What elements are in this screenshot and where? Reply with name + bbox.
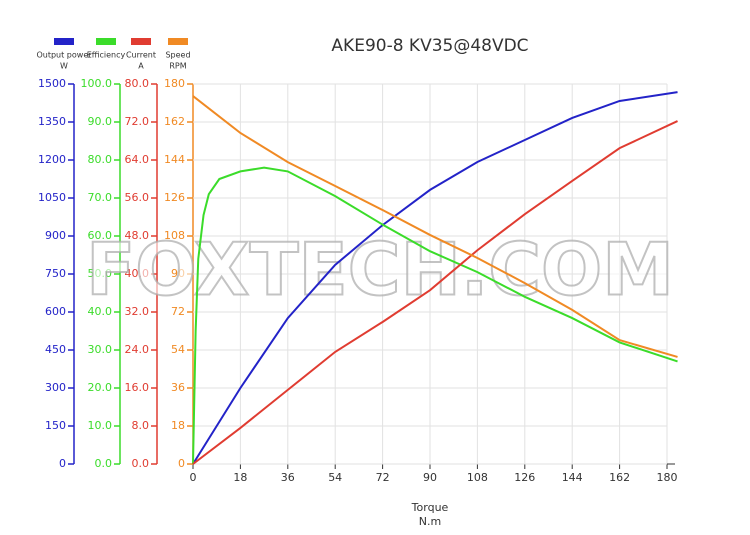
x-tick-label: 0 <box>190 471 197 484</box>
y-tick-label: 126 <box>164 191 185 204</box>
legend-unit: A <box>138 62 144 71</box>
y-tick-label: 90 <box>171 267 185 280</box>
y-tick-label: 20.0 <box>88 381 113 394</box>
legend-unit: RPM <box>169 62 186 71</box>
legend-swatch <box>131 38 151 45</box>
x-tick-label: 126 <box>514 471 535 484</box>
legend-label: Output power <box>36 51 92 60</box>
legend-swatch <box>96 38 116 45</box>
y-tick-label: 50.0 <box>88 267 113 280</box>
y-tick-label: 70.0 <box>88 191 113 204</box>
y-tick-label: 60.0 <box>88 229 113 242</box>
y-tick-label: 300 <box>45 381 66 394</box>
legend-unit: W <box>60 62 68 71</box>
y-tick-label: 600 <box>45 305 66 318</box>
y-tick-label: 0 <box>59 457 66 470</box>
watermark: FOXTECH.COM <box>86 228 674 312</box>
x-tick-label: 36 <box>281 471 295 484</box>
series-line <box>192 91 678 465</box>
legend-label: Speed <box>165 51 190 60</box>
y-tick-label: 0.0 <box>95 457 113 470</box>
y-tick-label: 144 <box>164 153 185 166</box>
x-tick-label: 54 <box>328 471 342 484</box>
x-axis-label: Torque <box>411 501 449 514</box>
legend-swatch <box>168 38 188 45</box>
y-tick-label: 80.0 <box>125 77 150 90</box>
y-tick-label: 90.0 <box>88 115 113 128</box>
y-tick-label: 72.0 <box>125 115 150 128</box>
x-tick-label: 180 <box>657 471 678 484</box>
x-tick-label: 72 <box>376 471 390 484</box>
chart-title: AKE90-8 KV35@48VDC <box>331 36 528 56</box>
series-line <box>192 120 678 465</box>
y-tick-label: 100.0 <box>81 77 113 90</box>
y-tick-label: 450 <box>45 343 66 356</box>
y-tick-label: 750 <box>45 267 66 280</box>
y-tick-label: 64.0 <box>125 153 150 166</box>
series-line <box>192 166 678 465</box>
y-tick-label: 108 <box>164 229 185 242</box>
y-tick-label: 54 <box>171 343 185 356</box>
y-tick-label: 8.0 <box>132 419 150 432</box>
y-tick-label: 48.0 <box>125 229 150 242</box>
legend-label: Efficiency <box>87 51 126 60</box>
x-tick-label: 162 <box>609 471 630 484</box>
y-tick-label: 24.0 <box>125 343 150 356</box>
legend-swatch <box>54 38 74 45</box>
y-tick-label: 0 <box>178 457 185 470</box>
y-tick-label: 56.0 <box>125 191 150 204</box>
y-tick-label: 72 <box>171 305 185 318</box>
y-tick-label: 180 <box>164 77 185 90</box>
y-tick-label: 40.0 <box>125 267 150 280</box>
x-tick-label: 18 <box>233 471 247 484</box>
y-tick-label: 1350 <box>38 115 66 128</box>
y-tick-label: 1050 <box>38 191 66 204</box>
x-tick-label: 108 <box>467 471 488 484</box>
y-tick-label: 80.0 <box>88 153 113 166</box>
y-tick-label: 16.0 <box>125 381 150 394</box>
y-tick-label: 1200 <box>38 153 66 166</box>
x-tick-label: 90 <box>423 471 437 484</box>
y-tick-label: 150 <box>45 419 66 432</box>
y-tick-label: 30.0 <box>88 343 113 356</box>
y-tick-label: 18 <box>171 419 185 432</box>
x-axis-unit: N.m <box>419 515 441 528</box>
y-tick-label: 32.0 <box>125 305 150 318</box>
y-tick-label: 0.0 <box>132 457 150 470</box>
y-tick-label: 1500 <box>38 77 66 90</box>
y-tick-label: 10.0 <box>88 419 113 432</box>
x-tick-label: 144 <box>562 471 583 484</box>
y-tick-label: 900 <box>45 229 66 242</box>
y-tick-label: 40.0 <box>88 305 113 318</box>
series-line <box>192 95 678 358</box>
legend-label: Current <box>126 51 156 60</box>
y-tick-label: 162 <box>164 115 185 128</box>
y-tick-label: 36 <box>171 381 185 394</box>
